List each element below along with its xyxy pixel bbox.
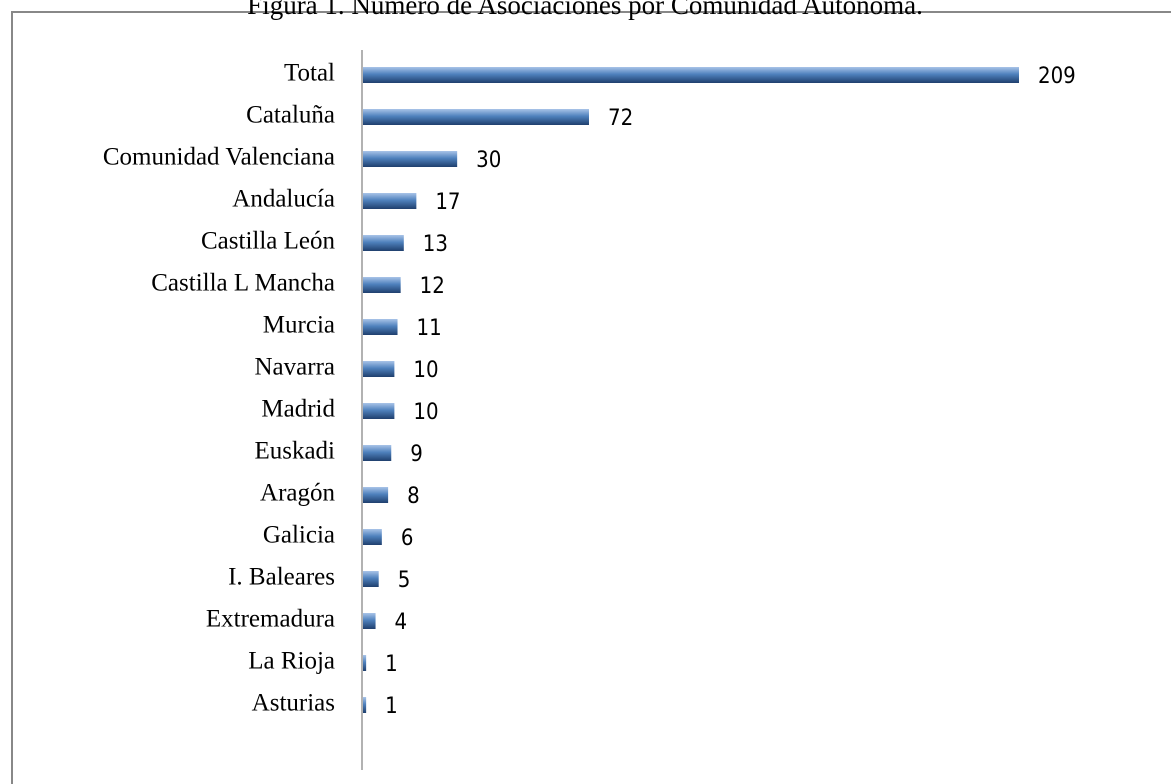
bar [363,529,382,545]
value-label: 10 [413,358,438,383]
value-label: 30 [476,148,501,173]
category-label: Andalucía [232,186,335,213]
category-label: Extremadura [206,606,335,633]
value-label: 13 [423,232,448,257]
bar [363,613,376,629]
bar [363,655,367,671]
value-label: 72 [608,106,633,131]
bar [363,151,458,167]
bar [363,445,392,461]
value-label: 9 [410,442,423,467]
bar [363,319,398,335]
category-label: Galicia [263,522,335,549]
bar [363,487,389,503]
category-label: Navarra [255,354,336,381]
category-label: Euskadi [254,438,335,465]
value-label: 10 [413,400,438,425]
value-label: 4 [395,610,408,635]
bar [363,67,1019,83]
bar [363,697,367,713]
value-label: 6 [401,526,414,551]
category-label: Murcia [263,312,335,339]
value-label: 12 [420,274,445,299]
category-label: Castilla León [201,228,335,255]
value-label: 17 [435,190,460,215]
bar [363,235,404,251]
bar [363,403,395,419]
category-label: Madrid [261,396,335,423]
chart-title: Figura 1. Número de Asociaciones por Com… [247,0,923,20]
chart-frame [11,11,1171,784]
category-label: La Rioja [248,648,335,675]
category-label: Aragón [260,480,335,507]
value-label: 209 [1038,64,1076,89]
category-label: Comunidad Valenciana [103,144,335,171]
value-label: 5 [398,568,411,593]
category-label: I. Baleares [228,564,335,591]
bar [363,277,401,293]
bar [363,361,395,377]
category-label: Cataluña [246,102,335,129]
value-label: 8 [407,484,420,509]
category-label: Asturias [252,690,335,717]
bar [363,109,589,125]
value-label: 1 [385,652,398,677]
value-label: 11 [417,316,442,341]
bar [363,193,417,209]
category-label: Castilla L Mancha [151,270,335,297]
bar [363,571,379,587]
value-label: 1 [385,694,398,719]
category-label: Total [284,60,335,87]
